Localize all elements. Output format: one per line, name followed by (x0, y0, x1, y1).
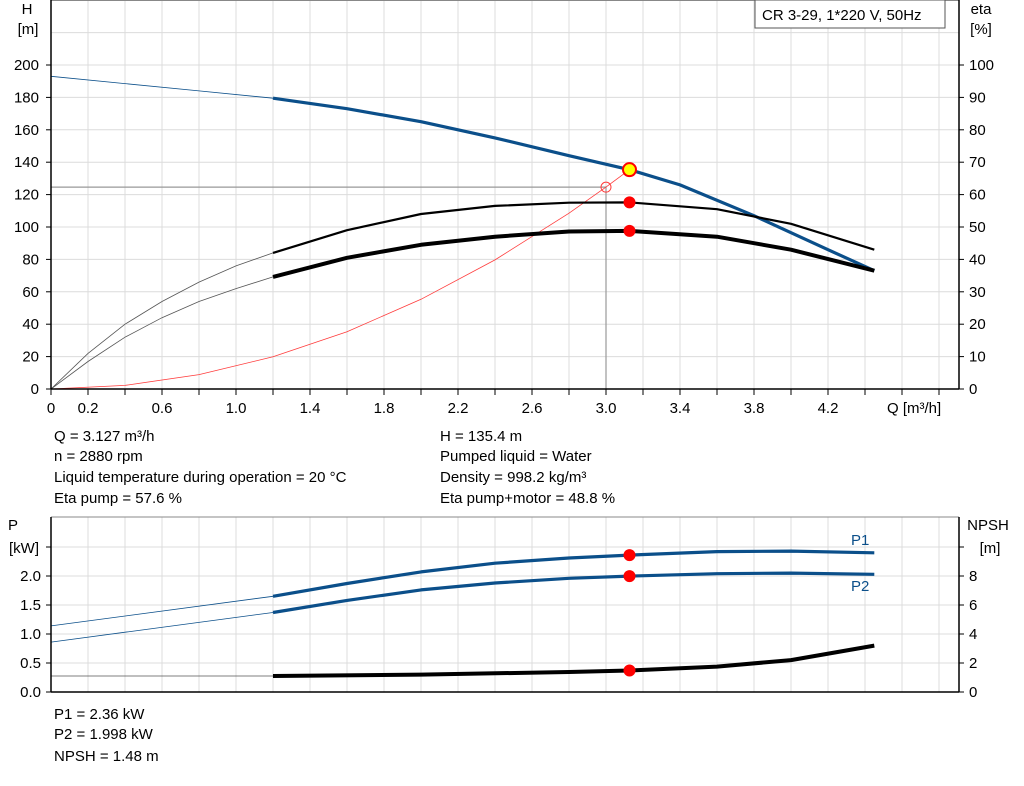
y-tick-label-right: 0 (969, 684, 977, 701)
y-tick-label-right: 6 (969, 597, 977, 614)
x-tick-label: 1.0 (226, 400, 247, 417)
x-tick-label: 4.2 (818, 400, 839, 417)
x-tick-label: 2.2 (448, 400, 469, 417)
p1-curve (272, 549, 875, 598)
reference-point-marker (600, 181, 612, 193)
eta-total-curve-thin (50, 276, 274, 390)
p2-curve-thin (50, 612, 274, 643)
y-tick-label-right: 60 (969, 187, 986, 204)
head-curve (272, 96, 875, 273)
info-eta-pump: Eta pump = 57.6 % (54, 490, 182, 507)
eta-pump-curve (272, 201, 875, 254)
p2-marker (623, 570, 636, 583)
x-axis-label: Q [m³/h] (887, 400, 941, 417)
y-tick-label-right: 70 (969, 154, 986, 171)
axes: 0 0.2 0.6 1.0 1.4 1.8 2.2 2.6 3.0 3.4 3.8 4.2020406… (14, 0, 994, 701)
y-tick-label: 160 (14, 122, 39, 139)
info-head: H = 135.4 m (440, 428, 522, 445)
x-tick-label: 0.6 (152, 400, 173, 417)
info-p2: P2 = 1.998 kW (54, 726, 154, 743)
x-tick-label: 3.0 (596, 400, 617, 417)
y-tick-label-right: 50 (969, 219, 986, 236)
title-box: CR 3-29, 1*220 V, 50Hz (754, 0, 946, 29)
top-grid (51, 0, 959, 389)
series-label-p1: P1 (851, 532, 869, 549)
y-tick-label-right: 0 (969, 381, 977, 398)
info-flow: Q = 3.127 m³/h (54, 428, 154, 445)
npsh-curve (272, 643, 875, 678)
info-liquid: Pumped liquid = Water (440, 448, 592, 465)
eta-total-curve (272, 228, 875, 279)
y-tick-label-right: 100 (969, 57, 994, 74)
y-tick-label: 0.0 (20, 684, 41, 701)
y-tick-label: 1.0 (20, 626, 41, 643)
y-tick-label: 120 (14, 187, 39, 204)
x-tick-label: 3.8 (744, 400, 765, 417)
y-tick-label: 200 (14, 57, 39, 74)
y-tick-label-right: 30 (969, 284, 986, 301)
top-series (50, 75, 875, 390)
eta-total-marker (623, 224, 636, 237)
x-tick-label: 0.2 (78, 400, 99, 417)
y-tick-label: 140 (14, 154, 39, 171)
y-tick-label: 80 (22, 251, 39, 268)
info-eta-total: Eta pump+motor = 48.8 % (440, 490, 615, 507)
info-temperature: Liquid temperature during operation = 20… (54, 469, 347, 486)
y-tick-label: 40 (22, 316, 39, 333)
info-top-left: Q = 3.127 m³/h n = 2880 rpm Liquid tempe… (54, 428, 347, 507)
y-tick-label: 0 (31, 381, 39, 398)
y-axis-unit-npsh: [m] (980, 540, 1001, 557)
head-curve-thin (50, 75, 274, 99)
npsh-marker (623, 664, 636, 677)
duty-point-marker (621, 162, 637, 178)
info-p1: P1 = 2.36 kW (54, 706, 145, 723)
eta-pump-marker (623, 196, 636, 209)
y-axis-label-h: H (22, 1, 33, 18)
y-tick-label-right: 4 (969, 626, 977, 643)
bottom-grid (51, 516, 959, 692)
info-bottom: P1 = 2.36 kW P2 = 1.998 kW NPSH = 1.48 m (54, 706, 159, 765)
y-tick-label: 2.0 (20, 568, 41, 585)
y-axis-label-p: P (8, 517, 18, 534)
y-axis-unit-h: [m] (18, 21, 39, 38)
y-tick-label-right: 2 (969, 655, 977, 672)
y-tick-label-right: 90 (969, 89, 986, 106)
y-tick-label: 0.5 (20, 655, 41, 672)
bottom-series (50, 549, 875, 678)
y-tick-label: 100 (14, 219, 39, 236)
x-tick-label: 1.4 (300, 400, 321, 417)
x-tick-label: 0 (47, 400, 55, 417)
y-axis-unit-eta: [%] (970, 21, 992, 38)
y-tick-label-right: 10 (969, 349, 986, 366)
y-tick-label: 1.5 (20, 597, 41, 614)
info-npsh: NPSH = 1.48 m (54, 748, 159, 765)
y-tick-label-right: 80 (969, 122, 986, 139)
title-box-text: CR 3-29, 1*220 V, 50Hz (762, 7, 922, 24)
info-speed: n = 2880 rpm (54, 448, 143, 465)
x-tick-label: 2.6 (522, 400, 543, 417)
system-curve (50, 169, 630, 390)
x-tick-label: 3.4 (670, 400, 691, 417)
eta-pump-curve-thin (50, 252, 274, 390)
y-tick-label: 60 (22, 284, 39, 301)
y-tick-label: 180 (14, 89, 39, 106)
info-density: Density = 998.2 kg/m³ (440, 469, 586, 486)
y-axis-label-npsh: NPSH (967, 517, 1009, 534)
y-axis-label-eta: eta (971, 1, 993, 18)
y-tick-label-right: 40 (969, 251, 986, 268)
p1-marker (623, 549, 636, 562)
x-tick-label: 1.8 (374, 400, 395, 417)
series-label-p2: P2 (851, 578, 869, 595)
y-tick-label-right: 8 (969, 568, 977, 585)
info-top-right: H = 135.4 m Pumped liquid = Water Densit… (440, 428, 615, 507)
p2-curve (272, 571, 875, 615)
y-tick-label: 20 (22, 349, 39, 366)
y-axis-unit-p: [kW] (9, 540, 39, 557)
y-tick-label-right: 20 (969, 316, 986, 333)
p1-curve-thin (50, 595, 274, 627)
